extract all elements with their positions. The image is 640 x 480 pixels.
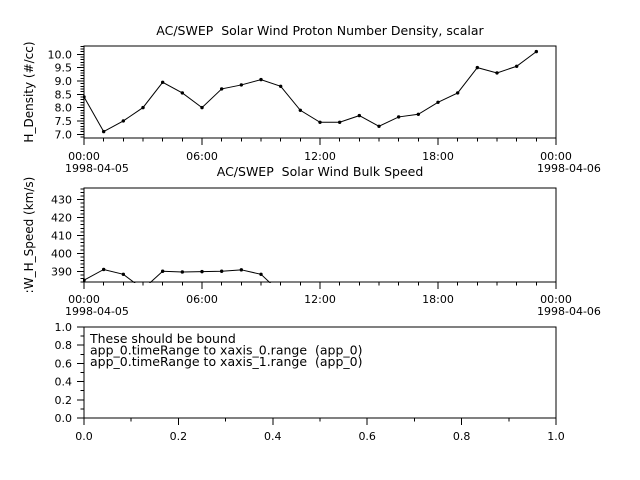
y-tick-label: 7.5 xyxy=(55,115,73,128)
y-axis-title: H_Density (#/cc) xyxy=(22,41,36,142)
x-tick-label: 06:00 xyxy=(186,293,218,306)
x-tick-label: 12:00 xyxy=(304,293,336,306)
y-tick-label: 8.0 xyxy=(55,102,73,115)
data-point xyxy=(278,84,283,88)
data-point xyxy=(259,272,263,276)
data-point xyxy=(298,108,303,112)
data-point xyxy=(101,129,106,134)
x-axis[interactable]: 0.0 0.2 0.4 0.6 0.8 1.0 xyxy=(75,418,565,443)
y-tick-label: 0.8 xyxy=(55,339,73,352)
y-tick-label: 9.0 xyxy=(55,75,73,88)
annotation-line: app_0.timeRange to xaxis_1.range (app_0) xyxy=(90,354,362,369)
data-point xyxy=(396,115,401,119)
y-tick-label: 0.4 xyxy=(55,376,73,389)
data-point xyxy=(534,49,539,54)
data-point xyxy=(180,91,185,95)
data-point xyxy=(160,80,165,84)
series-line xyxy=(83,51,537,133)
y-axis[interactable]: 390 400 410 420 430 xyxy=(51,188,84,283)
data-point xyxy=(141,287,144,290)
y-tick-label: 400 xyxy=(51,247,72,260)
data-point xyxy=(83,95,86,99)
data-point xyxy=(200,105,204,110)
annotation-line: These should be bound xyxy=(89,331,236,346)
data-point xyxy=(357,113,362,118)
x-tick-label: 06:00 xyxy=(186,150,218,163)
x-tick-label: 0.4 xyxy=(264,430,282,443)
data-point xyxy=(416,112,421,116)
data-point xyxy=(279,291,282,294)
data-point xyxy=(200,269,204,274)
plot-title: AC/SWEP Solar Wind Proton Number Density… xyxy=(156,23,484,38)
y-axis[interactable]: 7.07.58.08.59.09.510.0 xyxy=(48,45,85,141)
y-tick-label: 390 xyxy=(51,265,72,278)
data-point xyxy=(337,120,342,124)
data-point xyxy=(377,124,381,128)
x-tick-label: 0.6 xyxy=(358,430,376,443)
y-axis[interactable]: 0.0 0.2 0.4 0.6 0.8 1.0 xyxy=(55,321,85,425)
x-axis-date-right: 1998-04-06 xyxy=(537,162,601,175)
x-tick-label: 1.0 xyxy=(547,430,565,443)
x-tick-label: 00:00 xyxy=(68,150,100,163)
x-tick-label: 18:00 xyxy=(422,293,454,306)
data-point xyxy=(259,77,263,82)
y-tick-label: 0.0 xyxy=(55,412,73,425)
plot-title: AC/SWEP Solar Wind Bulk Speed xyxy=(217,164,424,179)
plot-bindings-note: 0.0 0.2 0.4 0.6 0.8 1.0 0.0 0.2 0.4 0.6 0.8 1.0 Thes… xyxy=(55,321,565,443)
y-tick-label: 0.2 xyxy=(55,394,73,407)
y-tick-label: 8.5 xyxy=(55,88,73,101)
y-tick-label: 430 xyxy=(51,194,72,207)
y-tick-label: 410 xyxy=(51,229,72,242)
y-tick-label: 0.6 xyxy=(55,357,73,370)
x-tick-label: 00:00 xyxy=(68,293,100,306)
data-series xyxy=(83,49,539,134)
data-point xyxy=(141,105,145,110)
plot-area[interactable] xyxy=(83,187,557,283)
data-point xyxy=(239,83,244,87)
data-point xyxy=(101,267,106,272)
y-tick-label: 420 xyxy=(51,212,72,225)
y-axis-title: :W_H_Speed (km/s) xyxy=(22,177,36,294)
data-point xyxy=(219,269,224,273)
x-tick-label: 00:00 xyxy=(540,293,572,306)
x-tick-label: 00:00 xyxy=(540,150,572,163)
data-point xyxy=(160,269,165,273)
data-point xyxy=(495,71,499,75)
x-axis-date-left: 1998-04-05 xyxy=(65,162,129,175)
data-point xyxy=(455,91,460,95)
data-point xyxy=(436,100,440,104)
data-point xyxy=(318,120,322,124)
data-point xyxy=(219,87,224,91)
x-tick-label: 18:00 xyxy=(422,150,454,163)
y-tick-label: 1.0 xyxy=(55,321,73,334)
data-point xyxy=(121,272,126,276)
x-tick-label: 0.2 xyxy=(170,430,188,443)
data-series xyxy=(83,267,282,294)
data-point xyxy=(180,270,185,274)
x-axis-date-left: 1998-04-05 xyxy=(65,305,129,318)
data-point xyxy=(475,65,480,70)
data-point xyxy=(239,268,244,272)
x-tick-label: 12:00 xyxy=(304,150,336,163)
data-point xyxy=(514,64,519,68)
x-axis-date-right: 1998-04-06 xyxy=(537,305,601,318)
x-tick-label: 0.0 xyxy=(75,430,93,443)
y-tick-label: 9.5 xyxy=(55,62,73,75)
annotation-line: app_0.timeRange to xaxis_0.range (app_0) xyxy=(90,343,362,358)
data-point xyxy=(121,119,126,123)
x-tick-label: 0.8 xyxy=(453,430,471,443)
y-tick-label: 10.0 xyxy=(48,48,73,61)
data-point xyxy=(83,278,86,282)
y-tick-label: 7.0 xyxy=(55,128,73,141)
